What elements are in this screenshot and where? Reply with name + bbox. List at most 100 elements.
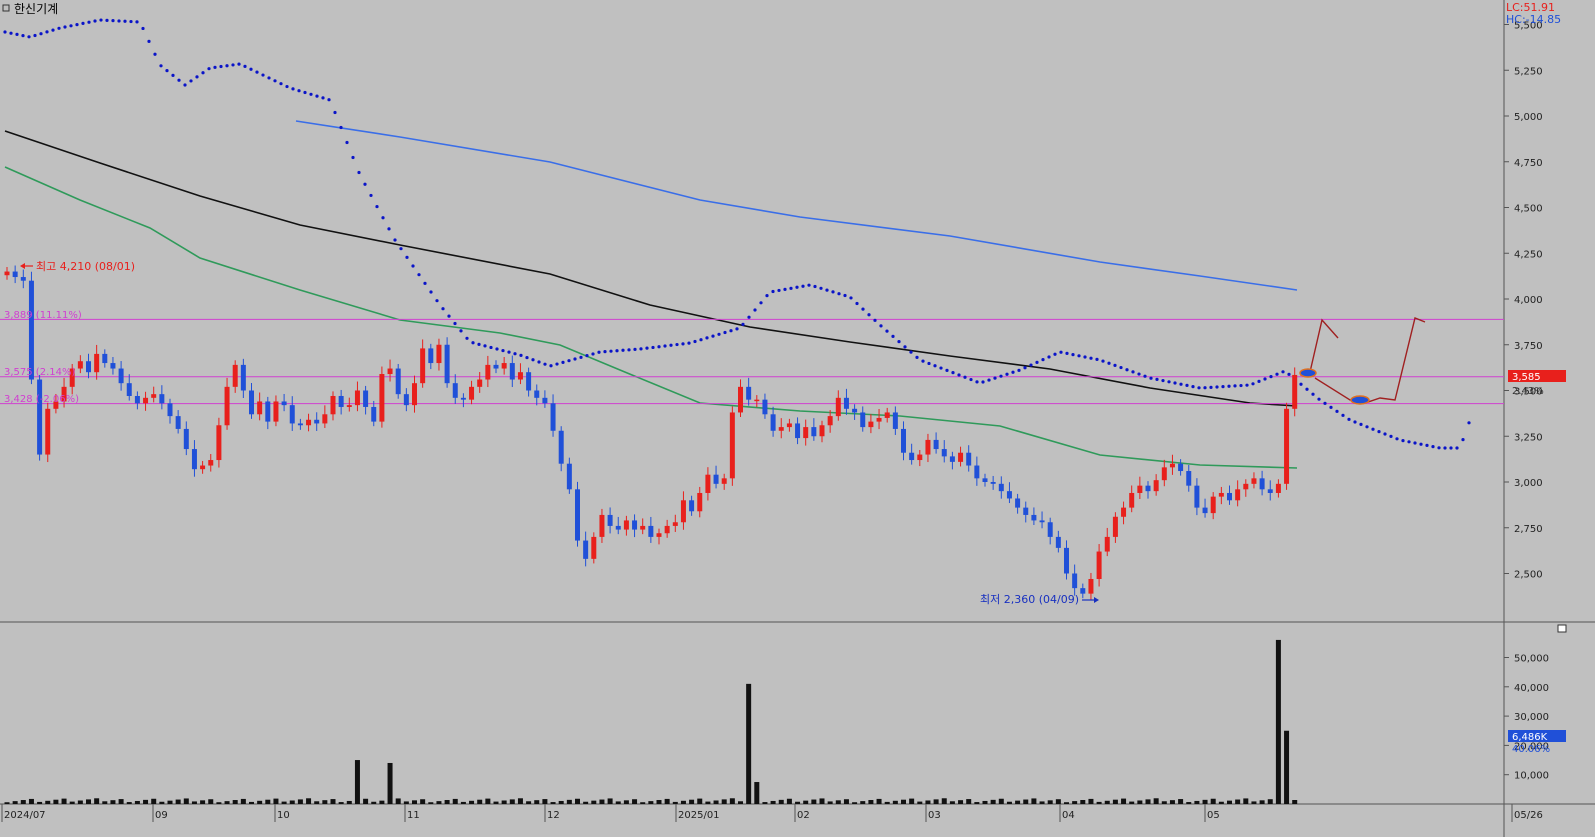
volume-bar — [1227, 801, 1232, 804]
volume-bar — [282, 802, 287, 804]
candle-body — [958, 453, 963, 462]
indicator-dot — [1431, 445, 1434, 448]
volume-bar — [1251, 801, 1256, 804]
candle-body — [722, 478, 727, 483]
indicator-dot — [279, 82, 282, 85]
volume-bar — [200, 800, 205, 804]
volume-bar — [225, 801, 230, 804]
candle-body — [836, 398, 841, 416]
candle-body — [1129, 493, 1134, 508]
candle-body — [746, 387, 751, 400]
volume-bar — [510, 799, 515, 804]
volume-bar — [192, 801, 197, 804]
indicator-dot — [501, 349, 504, 352]
candle-body — [29, 281, 34, 380]
indicator-dot — [1131, 370, 1134, 373]
indicator-dot — [1341, 414, 1344, 417]
volume-bar — [991, 800, 996, 804]
volume-bar — [1284, 731, 1289, 804]
volume-bar — [306, 798, 311, 804]
volume-bar — [1072, 801, 1077, 804]
candle-body — [110, 363, 115, 368]
candle-body — [860, 412, 865, 427]
candle-body — [502, 363, 507, 368]
volume-bar — [852, 802, 857, 804]
candle-body — [461, 398, 466, 400]
indicator-dot — [105, 19, 108, 22]
candle-body — [119, 369, 124, 384]
volume-bar — [78, 801, 83, 804]
indicator-dot — [813, 285, 816, 288]
indicator-dot — [165, 69, 168, 72]
volume-bar — [909, 799, 914, 804]
date-tick-label: 05/26 — [1514, 810, 1543, 821]
volume-current: 6,486K — [1512, 732, 1548, 743]
candle-body — [355, 391, 360, 406]
volume-bar — [917, 802, 922, 804]
indicator-dot — [375, 205, 378, 208]
candle-body — [200, 466, 205, 470]
indicator-dot — [1239, 384, 1242, 387]
indicator-dot — [429, 290, 432, 293]
volume-bar — [1146, 799, 1151, 804]
indicator-dot — [339, 126, 342, 129]
candle-body — [5, 272, 10, 276]
candle-body — [1040, 520, 1045, 522]
volume-panel-toggle-icon[interactable] — [1558, 625, 1566, 632]
volume-bar — [567, 800, 572, 804]
candle-body — [1211, 497, 1216, 513]
price-tick-label: 3,250 — [1514, 432, 1543, 443]
indicator-dot — [3, 30, 6, 33]
indicator-dot — [921, 360, 924, 363]
indicator-dot — [711, 335, 714, 338]
volume-bar — [388, 763, 393, 804]
volume-bar — [730, 798, 735, 804]
volume-bar — [249, 802, 254, 804]
indicator-dot — [1149, 377, 1152, 380]
indicator-dot — [357, 171, 360, 174]
marker-ellipse-1 — [1300, 369, 1316, 377]
indicator-dot — [1209, 386, 1212, 389]
indicator-dot — [399, 247, 402, 250]
volume-bar — [119, 799, 124, 804]
indicator-dot — [327, 98, 330, 101]
candle-body — [730, 412, 735, 478]
indicator-dot — [441, 307, 444, 310]
volume-bar — [29, 799, 34, 804]
indicator-dot — [1023, 366, 1026, 369]
indicator-dot — [897, 340, 900, 343]
indicator-dot — [483, 344, 486, 347]
candle-body — [917, 455, 922, 460]
indicator-dot — [267, 76, 270, 79]
candle-body — [1235, 489, 1240, 500]
indicator-dot — [159, 64, 162, 67]
candle-body — [1251, 478, 1256, 483]
candle-body — [624, 520, 629, 529]
indicator-dot — [1335, 410, 1338, 413]
indicator-dot — [1029, 363, 1032, 366]
indicator-dot — [195, 75, 198, 78]
volume-bar — [599, 800, 604, 804]
price-tick-label: 5,250 — [1514, 66, 1543, 77]
price-tick-label: 4,000 — [1514, 295, 1543, 306]
candle-body — [233, 365, 238, 387]
indicator-dot — [705, 336, 708, 339]
volume-bar — [974, 802, 979, 804]
volume-bar — [86, 799, 91, 804]
candle-body — [1048, 522, 1053, 537]
volume-bar — [860, 801, 865, 804]
candle-body — [844, 398, 849, 409]
indicator-dot — [1053, 353, 1056, 356]
volume-bar — [1031, 798, 1036, 804]
indicator-dot — [69, 24, 72, 27]
candle-body — [1276, 484, 1281, 493]
price-tick-label: 5,000 — [1514, 112, 1543, 123]
volume-bar — [13, 801, 18, 804]
indicator-dot — [615, 349, 618, 352]
indicator-dot — [1041, 358, 1044, 361]
candle-body — [127, 383, 132, 396]
indicator-dot — [1449, 446, 1452, 449]
candle-body — [787, 423, 792, 427]
candle-body — [779, 427, 784, 431]
